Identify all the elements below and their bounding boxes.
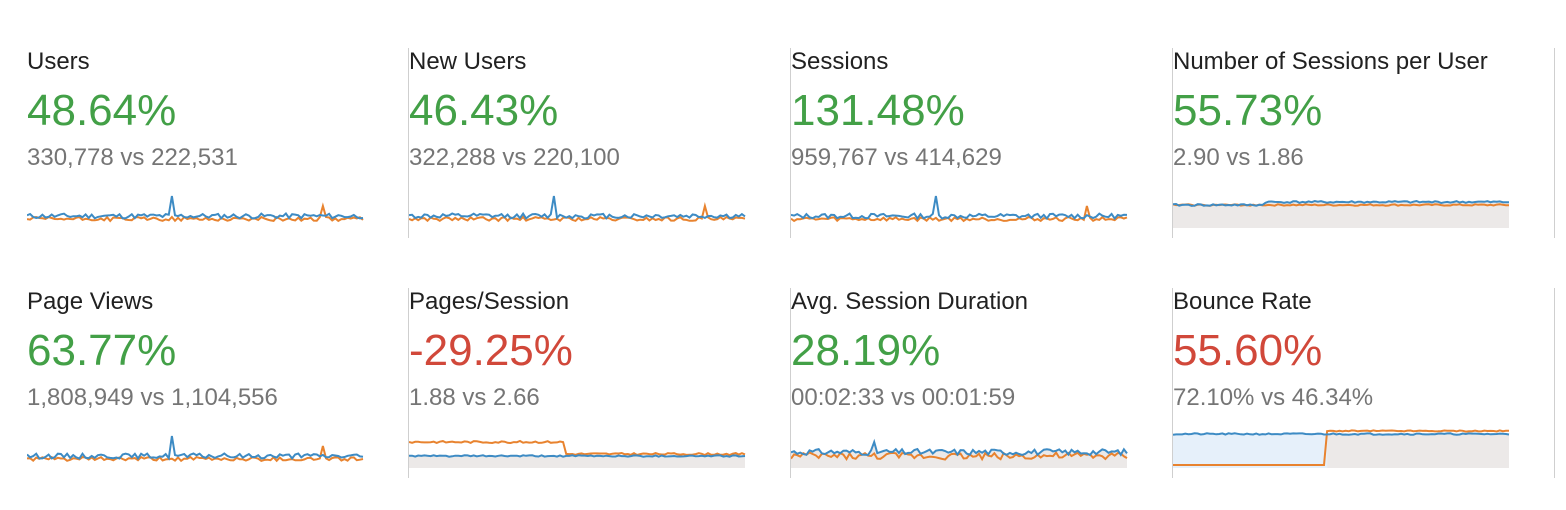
series-area-fill — [1173, 201, 1509, 228]
metric-comparison: 322,288 vs 220,100 — [409, 144, 620, 171]
metric-change: 131.48% — [791, 86, 965, 135]
column-divider — [1554, 288, 1555, 478]
series-current-line — [791, 195, 1128, 221]
metric-card-pages-per-session[interactable]: Pages/Session -29.25% 1.88 vs 2.66 — [409, 288, 791, 478]
sparkline-users — [27, 195, 364, 223]
series-area-fill — [1327, 433, 1509, 468]
series-current-line — [27, 195, 364, 220]
sparkline-bounce-rate — [1173, 429, 1510, 468]
series-previous-line — [409, 439, 746, 457]
metric-change: 55.60% — [1173, 326, 1323, 375]
metric-comparison: 72.10% vs 46.34% — [1173, 384, 1374, 411]
column-divider — [408, 48, 409, 238]
column-divider — [790, 288, 791, 478]
series-current-line — [409, 195, 746, 220]
sparkline-new-users — [409, 195, 746, 223]
series-previous-line — [409, 202, 746, 223]
series-previous-line — [27, 445, 364, 463]
column-divider — [1172, 48, 1173, 238]
series-current-line — [1173, 432, 1510, 436]
metric-change: -29.25% — [409, 326, 573, 375]
series-current-line — [1173, 199, 1510, 207]
series-current-line — [791, 438, 1128, 457]
metric-change: 63.77% — [27, 326, 177, 375]
metric-card-bounce-rate[interactable]: Bounce Rate 55.60% 72.10% vs 46.34% — [1173, 288, 1555, 478]
series-current-line — [409, 454, 746, 458]
metric-title: Avg. Session Duration — [791, 288, 1029, 315]
metric-card-users[interactable]: Users 48.64% 330,778 vs 222,531 — [27, 48, 409, 238]
series-previous-line — [791, 205, 1128, 223]
column-divider — [408, 288, 409, 478]
series-previous-line — [1173, 429, 1510, 466]
metric-comparison: 1.88 vs 2.66 — [409, 384, 540, 411]
metric-change: 28.19% — [791, 326, 941, 375]
metric-title: Sessions — [791, 48, 889, 75]
series-area-fill — [1173, 433, 1328, 468]
metric-card-avg-session-duration[interactable]: Avg. Session Duration 28.19% 00:02:33 vs… — [791, 288, 1173, 478]
sparkline-pages-per-session — [409, 439, 746, 468]
metric-comparison: 959,767 vs 414,629 — [791, 144, 1002, 171]
metric-change: 55.73% — [1173, 86, 1323, 135]
metric-change: 48.64% — [27, 86, 177, 135]
series-area-fill — [409, 455, 745, 468]
metric-card-sessions-per-user[interactable]: Number of Sessions per User 55.73% 2.90 … — [1173, 48, 1555, 238]
sparkline-sessions-per-user — [1173, 199, 1510, 228]
metric-title: Pages/Session — [409, 288, 570, 315]
sparkline-sessions — [791, 195, 1128, 223]
metric-change: 46.43% — [409, 86, 559, 135]
metric-card-page-views[interactable]: Page Views 63.77% 1,808,949 vs 1,104,556 — [27, 288, 409, 478]
column-divider — [790, 48, 791, 238]
metric-card-new-users[interactable]: New Users 46.43% 322,288 vs 220,100 — [409, 48, 791, 238]
sparkline-page-views — [27, 435, 364, 463]
metric-comparison: 330,778 vs 222,531 — [27, 144, 238, 171]
metric-card-sessions[interactable]: Sessions 131.48% 959,767 vs 414,629 — [791, 48, 1173, 238]
series-previous-line — [791, 450, 1128, 462]
metric-comparison: 1,808,949 vs 1,104,556 — [27, 384, 278, 411]
series-previous-line — [27, 202, 364, 223]
metric-title: Page Views — [27, 288, 154, 315]
sparkline-avg-session-duration — [791, 438, 1128, 468]
metric-title: Number of Sessions per User — [1173, 48, 1488, 75]
metric-title: Bounce Rate — [1173, 288, 1312, 315]
column-divider — [1554, 48, 1555, 238]
column-divider — [1172, 288, 1173, 478]
metric-comparison: 00:02:33 vs 00:01:59 — [791, 384, 1016, 411]
metric-title: Users — [27, 48, 90, 75]
series-current-line — [27, 435, 364, 461]
metric-title: New Users — [409, 48, 527, 75]
metric-comparison: 2.90 vs 1.86 — [1173, 144, 1304, 171]
